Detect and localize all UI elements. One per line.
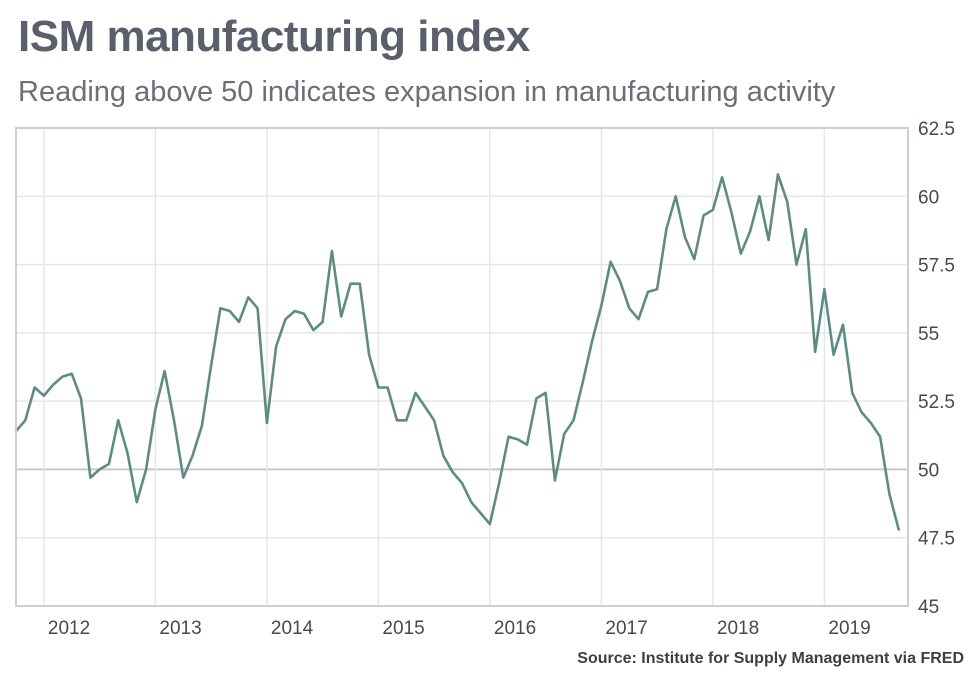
x-tick-label: 2019	[828, 618, 870, 639]
x-tick-label: 2013	[159, 618, 201, 639]
x-tick-label: 2017	[605, 618, 647, 639]
source-note: Source: Institute for Supply Management …	[577, 650, 964, 667]
x-tick-label: 2018	[717, 618, 759, 639]
y-tick-label: 50	[918, 460, 939, 481]
y-tick-label: 55	[918, 324, 939, 345]
y-tick-label: 47.5	[918, 529, 955, 550]
x-tick-label: 2016	[494, 618, 536, 639]
x-tick-label: 2014	[271, 618, 314, 639]
series-layer	[14, 173, 901, 531]
x-axis-ticks: 2012 2013 2014 2015 2016 2017 2018 2019	[48, 618, 871, 639]
chart-title: ISM manufacturing index	[18, 12, 530, 61]
x-tick-label: 2015	[382, 618, 424, 639]
y-tick-label: 57.5	[918, 256, 955, 277]
chart-subtitle: Reading above 50 indicates expansion in …	[18, 76, 836, 108]
y-tick-label: 45	[918, 597, 939, 618]
y-tick-label: 52.5	[918, 392, 955, 413]
series-line	[14, 173, 901, 531]
y-axis-ticks: 45 47.5 50 52.5 55 57.5 60 62.5	[918, 119, 955, 618]
plot-frame	[15, 127, 909, 607]
y-tick-label: 62.5	[918, 119, 955, 140]
y-tick-label: 60	[918, 187, 939, 208]
x-tick-label: 2012	[48, 618, 90, 639]
